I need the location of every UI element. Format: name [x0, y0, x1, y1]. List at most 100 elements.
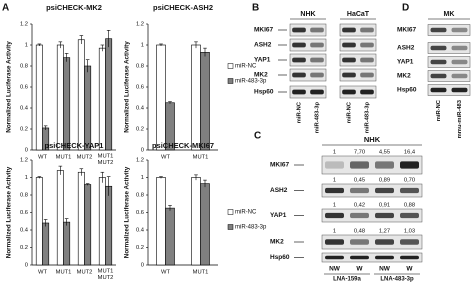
legend-swatch — [227, 63, 234, 69]
y-tick-label: 1 — [141, 175, 144, 181]
bar — [35, 44, 43, 151]
blot-band — [325, 187, 344, 194]
bar — [105, 38, 113, 151]
legend-swatch — [227, 224, 234, 230]
blot-band — [350, 212, 369, 219]
blot-band — [451, 87, 468, 93]
chart-title: psiCHECK-ASH2 — [153, 3, 213, 12]
blot-band — [325, 255, 344, 260]
blot-strip — [289, 38, 327, 52]
blot-band — [375, 212, 394, 219]
blot-band — [430, 27, 447, 33]
bar — [42, 222, 50, 266]
row-label: YAP1 — [254, 57, 271, 64]
quant-label: 1,27 — [379, 229, 390, 235]
blot-band — [400, 255, 419, 260]
blot-band — [430, 73, 447, 79]
quant-label: 1 — [333, 178, 336, 184]
blot-band — [310, 57, 324, 63]
lane-label: miR-483-3p — [365, 102, 371, 134]
quant-label: 16,4 — [404, 150, 416, 156]
x-tick-label: MUT1 — [193, 155, 209, 161]
quant-label: 0,45 — [354, 178, 365, 184]
blot-band — [342, 89, 356, 95]
chart-title: psiCHECK-MKI67 — [152, 141, 214, 150]
y-tick-label: 1 — [25, 175, 28, 181]
y-tick-label: 0.6 — [136, 210, 144, 216]
blot-strip — [339, 23, 377, 37]
y-tick-label: 0.6 — [20, 210, 28, 216]
x-tick-label: WT — [161, 270, 170, 276]
bar — [191, 44, 201, 151]
quant-label: 0,88 — [404, 203, 415, 209]
blot-band — [342, 72, 356, 78]
y-tick-label: 1.2 — [20, 22, 28, 28]
y-tick-label: 0.4 — [136, 228, 145, 234]
y-tick-label: 0.6 — [136, 85, 144, 91]
y-tick-label: 0 — [141, 263, 144, 269]
blot-band — [430, 45, 447, 51]
blot-band — [451, 59, 468, 65]
blot-band — [310, 27, 324, 33]
row-label: Hsp60 — [254, 89, 274, 96]
lane-label: NW — [379, 266, 391, 273]
x-tick-label: WT — [161, 155, 170, 161]
blot-band — [342, 27, 356, 33]
blot-strip — [321, 252, 423, 263]
blot-band — [375, 187, 394, 194]
group-label: NHK — [364, 135, 381, 144]
y-axis-title: Normalized Luciferase Activity — [124, 41, 131, 133]
chart-title: psiCHECK-YAP1 — [45, 141, 104, 150]
blot-band — [360, 72, 374, 78]
blot-band — [451, 45, 468, 51]
blot-band — [350, 255, 369, 260]
blot-band — [292, 57, 306, 63]
bar — [84, 65, 92, 151]
blot-band — [342, 42, 356, 48]
x-tick-label: MUT1 — [193, 270, 209, 276]
blot-strip — [339, 68, 377, 82]
lane-label: NW — [329, 266, 341, 273]
panel-label: B — [252, 3, 259, 14]
panel-label: C — [254, 131, 261, 142]
blot-band — [451, 27, 468, 33]
y-tick-label: 0.8 — [20, 64, 28, 70]
blot-band — [292, 89, 306, 95]
blot-strip — [427, 42, 471, 54]
y-tick-label: 0.4 — [20, 106, 29, 112]
row-label: MK2 — [254, 72, 268, 79]
blot-band — [375, 239, 394, 245]
blot-band — [342, 57, 356, 63]
chart-title: psiCHECK-MK2 — [46, 3, 102, 12]
quant-label: 0,42 — [354, 203, 365, 209]
group-label: NHK — [300, 11, 315, 18]
y-tick-label: 0.2 — [136, 245, 144, 251]
blot-band — [400, 187, 419, 194]
legend-swatch — [227, 209, 234, 215]
y-tick-label: 0.8 — [136, 193, 144, 199]
group-label: LNA-483-3p — [380, 277, 414, 283]
row-label: MKI67 — [397, 27, 417, 34]
quant-label: 7,70 — [354, 150, 365, 156]
bar — [77, 39, 85, 151]
lane-label: mmu-miR-483 — [457, 99, 463, 138]
legend-label: miR-483-3p — [235, 225, 267, 231]
bar — [84, 184, 92, 266]
lane-label: miR-NC — [436, 99, 442, 121]
bar — [165, 207, 175, 266]
legend-label: miR-NC — [235, 210, 257, 216]
lane-label: W — [356, 266, 363, 273]
group-label: LNA-159a — [333, 277, 361, 283]
bar — [35, 177, 43, 266]
panel-label: D — [402, 3, 409, 14]
y-tick-label: 0.4 — [136, 106, 145, 112]
quant-label: 1,03 — [404, 229, 415, 235]
group-label: MK — [444, 11, 455, 18]
y-axis-title: Normalized Luciferase Activity — [124, 166, 131, 258]
row-label: YAP1 — [270, 212, 287, 219]
blot-band — [375, 161, 394, 169]
y-tick-label: 0.2 — [20, 245, 28, 251]
bar — [98, 177, 106, 266]
blot-band — [292, 72, 306, 78]
blot-strip — [427, 84, 471, 96]
